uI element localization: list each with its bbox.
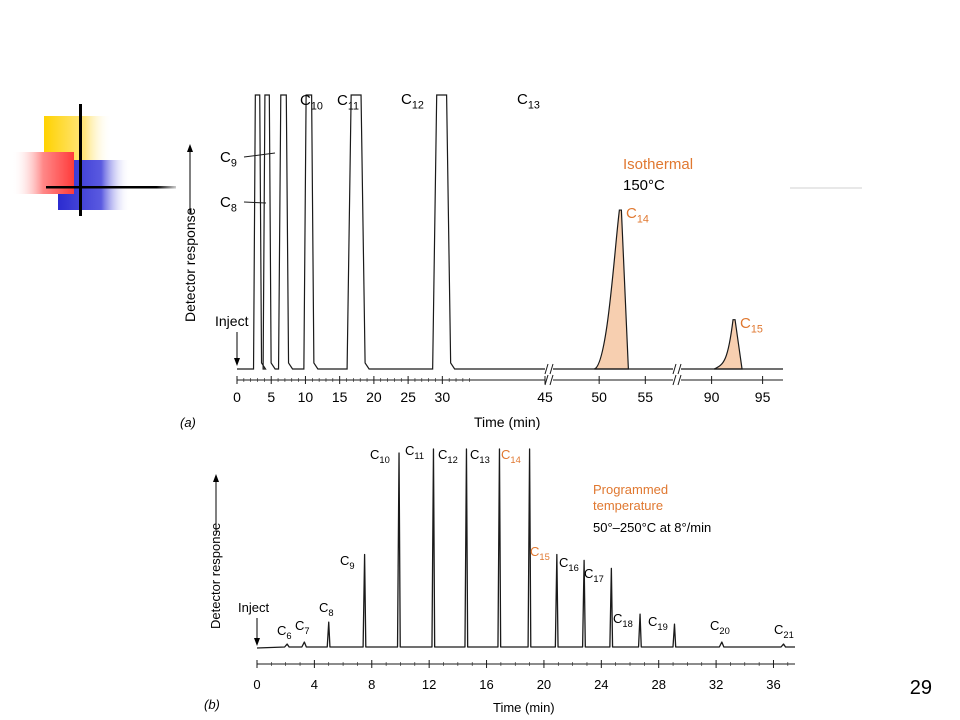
chromatogram-a-tick-label-30: 30 [435, 389, 451, 405]
chromatogram-b-label-C16: C16 [559, 555, 579, 573]
chromatogram-b-annotation-line2: temperature [593, 498, 663, 513]
chromatogram-a-axis-break [544, 363, 554, 375]
chromatogram-b-label-C11: C11 [405, 443, 424, 461]
chromatogram-b-inject-label: Inject [238, 600, 269, 615]
chromatogram-a-tick-label-90: 90 [704, 389, 720, 405]
chromatogram-b-trace [256, 448, 795, 649]
chromatogram-b-tick-label-16: 16 [479, 677, 493, 692]
chromatogram-b-tick-label-32: 32 [709, 677, 723, 692]
chromatogram-a-label-C12: C12 [401, 91, 424, 112]
chromatogram-a-peak-C14 [594, 209, 630, 370]
chromatogram-a-trace [237, 94, 783, 370]
chromatogram-a-x-axis-label: Time (min) [474, 414, 540, 430]
chromatogram-a-tick-label-20: 20 [366, 389, 382, 405]
chromatogram-a-tick-label-55: 55 [638, 389, 654, 405]
chromatogram-b-label-C19: C19 [648, 614, 668, 632]
chromatogram-b-line [256, 448, 795, 649]
chromatogram-a-annotation-subtitle: 150°C [623, 177, 665, 194]
chromatogram-b-tick-label-8: 8 [368, 677, 375, 692]
chromatogram-b-label-C20: C20 [710, 618, 730, 636]
chromatogram-a-label-C14: C14 [626, 205, 649, 226]
chromatogram-a-peak-C15 [713, 319, 743, 370]
chromatogram-b-label-C15: C15 [530, 544, 550, 562]
chromatogram-a-tick-label-45: 45 [537, 389, 553, 405]
chromatogram-a-leader-C9 [243, 152, 276, 158]
chromatogram-a-tick-label-0: 0 [233, 389, 241, 405]
chromatogram-a-y-axis-label: Detector response [182, 207, 198, 322]
chromatogram-a-tick-label-50: 50 [591, 389, 607, 405]
chromatogram-a-x-axis: 0 5 10 15 20 25 30 45 50 55 90 95 [233, 363, 783, 405]
chromatogram-a-label-C8: C8 [220, 194, 237, 215]
chromatogram-b-tick-label-24: 24 [594, 677, 608, 692]
chromatogram-b-label-C7: C7 [295, 618, 310, 636]
chromatogram-b-label-C17: C17 [584, 566, 604, 584]
chromatogram-a-inject-label: Inject [215, 313, 249, 329]
chromatogram-a-tick-label-25: 25 [400, 389, 416, 405]
chromatogram-b-tick-label-36: 36 [766, 677, 780, 692]
page-number: 29 [909, 677, 932, 699]
chromatogram-a-tick-label-15: 15 [332, 389, 348, 405]
chromatogram-a-label-C11: C11 [337, 92, 359, 113]
chromatogram-b-annotation-line1: Programmed [593, 482, 668, 497]
chromatogram-b-tick-label-4: 4 [311, 677, 318, 692]
chromatogram-a-panel-label: (a) [180, 415, 196, 430]
chromatogram-b-y-axis-arrow [213, 474, 219, 532]
chromatogram-b-label-C18: C18 [613, 611, 633, 629]
chromatogram-a-axis-break [672, 374, 682, 386]
chromatogram-b-label-C13: C13 [470, 447, 490, 465]
chromatogram-a-axis-break [544, 374, 554, 386]
chromatogram-b-label-C14: C14 [501, 447, 521, 465]
chromatogram-a-tick-label-5: 5 [267, 389, 275, 405]
chromatogram-b-x-axis-label: Time (min) [493, 700, 555, 715]
chromatogram-a-leader-C8 [243, 201, 267, 204]
chromatogram-a-axis-break [672, 363, 682, 375]
chromatogram-a-annotation-title: Isothermal [623, 156, 693, 173]
chromatogram-b-tick-label-28: 28 [651, 677, 665, 692]
chromatogram-a-label-C13: C13 [517, 91, 540, 112]
chromatogram-b-label-C6: C6 [277, 623, 292, 641]
chromatogram-b-tick-label-0: 0 [253, 677, 260, 692]
chromatogram-b-label-C21: C21 [774, 622, 794, 640]
chromatogram-b-panel-label: (b) [204, 697, 220, 712]
chromatogram-a-peak-labels: C8 C9 C10 C11 C12 C13 C14 C15 [220, 91, 763, 336]
chromatogram-b-tick-label-20: 20 [537, 677, 551, 692]
chromatogram-a-tick-label-95: 95 [755, 389, 771, 405]
chromatogram-a-segment-1 [237, 94, 545, 370]
chromatogram-a-label-C10: C10 [300, 92, 323, 113]
chromatogram-a-label-C9: C9 [220, 149, 237, 170]
chromatogram-a-tick-label-10: 10 [298, 389, 314, 405]
chromatogram-b-annotation-subtitle: 50°–250°C at 8°/min [593, 520, 711, 535]
chromatogram-a-label-C15: C15 [740, 315, 763, 336]
chromatogram-b-label-C8: C8 [319, 600, 334, 618]
chromatogram-a-inject-arrow [234, 332, 240, 366]
chromatogram-b-label-C12: C12 [438, 447, 458, 465]
chromatogram-b-label-C10: C10 [370, 447, 390, 465]
chromatogram-b-tick-label-12: 12 [422, 677, 436, 692]
chromatogram-b-inject-arrow [254, 618, 260, 646]
chromatogram-b-y-axis-label: Detector response [208, 523, 223, 629]
chromatogram-b-x-axis: 0 4 8 12 16 20 24 28 32 36 [253, 660, 795, 692]
chromatogram-b-label-C9: C9 [340, 553, 355, 571]
chromatogram-a-y-axis-arrow [187, 144, 193, 213]
